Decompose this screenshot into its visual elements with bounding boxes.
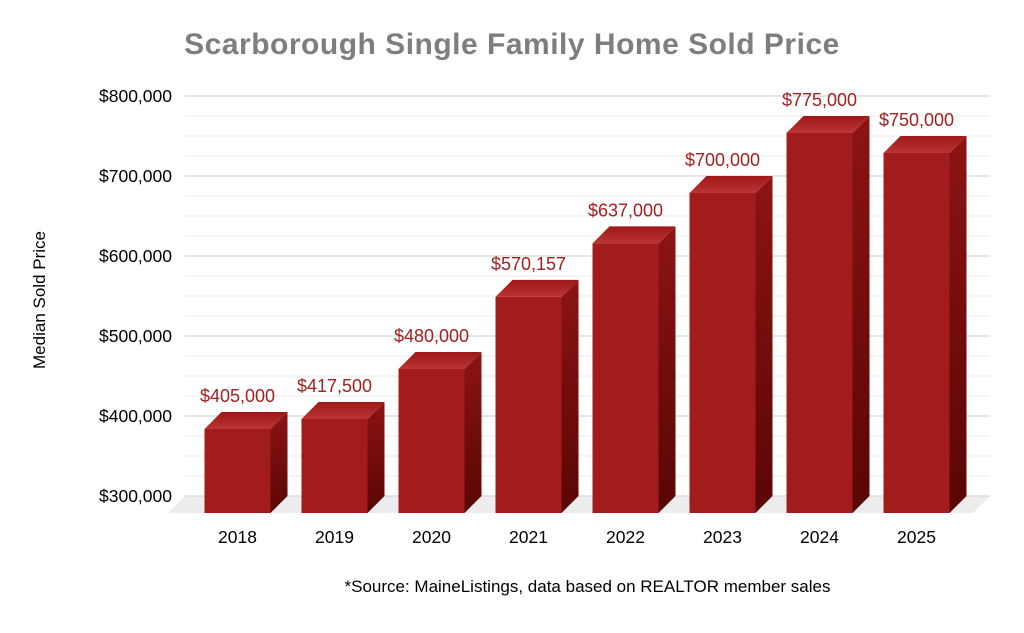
bar-top-face bbox=[786, 116, 870, 133]
bar-front-face bbox=[883, 153, 950, 513]
bar-2018 bbox=[204, 412, 288, 513]
y-tick-label: $600,000 bbox=[99, 246, 172, 266]
bar-2019 bbox=[301, 402, 385, 513]
bar-value-label: $417,500 bbox=[297, 376, 372, 396]
bar-top-face bbox=[883, 136, 967, 153]
x-axis-label-2024: 2024 bbox=[800, 527, 839, 547]
bar-side-face bbox=[658, 226, 676, 513]
bar-2024 bbox=[786, 116, 870, 513]
bar-side-face bbox=[367, 402, 385, 513]
bar-2021 bbox=[495, 279, 579, 513]
source-note: *Source: MaineListings, data based on RE… bbox=[344, 577, 831, 596]
bar-top-face bbox=[301, 402, 385, 419]
x-axis-label-2019: 2019 bbox=[315, 527, 354, 547]
bar-front-face bbox=[204, 429, 271, 513]
x-axis-label-2018: 2018 bbox=[218, 527, 257, 547]
bar-top-face bbox=[398, 352, 482, 369]
x-axis-label-2020: 2020 bbox=[412, 527, 451, 547]
y-tick-label: $700,000 bbox=[99, 166, 172, 186]
bar-side-face bbox=[464, 352, 482, 513]
bar-value-label: $700,000 bbox=[685, 150, 760, 170]
bar-2020 bbox=[398, 352, 482, 513]
bar-top-face bbox=[495, 279, 579, 297]
bar-front-face bbox=[689, 193, 756, 513]
y-tick-label: $800,000 bbox=[99, 86, 172, 106]
chart-title: Scarborough Single Family Home Sold Pric… bbox=[184, 28, 840, 61]
bar-value-label: $405,000 bbox=[200, 386, 275, 406]
bar-front-face bbox=[301, 419, 368, 513]
bar-top-face bbox=[592, 226, 676, 244]
bar-value-label: $775,000 bbox=[782, 90, 857, 110]
y-tick-label: $400,000 bbox=[99, 406, 172, 426]
bar-value-label: $570,157 bbox=[491, 254, 566, 274]
y-axis-tick-labels: $300,000 $400,000 $500,000 $600,000 $700,000… bbox=[99, 86, 172, 506]
bar-front-face bbox=[398, 369, 465, 513]
x-axis-label-2023: 2023 bbox=[703, 527, 742, 547]
bar-top-face bbox=[204, 412, 288, 429]
y-tick-label: $300,000 bbox=[99, 486, 172, 506]
x-axis-label-2021: 2021 bbox=[509, 527, 548, 547]
bar-side-face bbox=[852, 116, 870, 513]
bar-2022 bbox=[592, 226, 676, 513]
bar-2025 bbox=[883, 136, 967, 513]
bar-side-face bbox=[561, 279, 579, 513]
bar-top-face bbox=[689, 176, 773, 193]
bar-side-face bbox=[755, 176, 773, 513]
bar-value-label: $637,000 bbox=[588, 200, 663, 220]
bar-front-face bbox=[786, 133, 853, 513]
bar-side-face bbox=[270, 412, 288, 513]
bar-front-face bbox=[592, 243, 659, 513]
bar-value-label: $480,000 bbox=[394, 326, 469, 346]
x-axis-label-2022: 2022 bbox=[606, 527, 645, 547]
bar-side-face bbox=[949, 136, 967, 513]
bar-2023 bbox=[689, 176, 773, 513]
x-axis-label-2025: 2025 bbox=[897, 527, 936, 547]
bar-value-label: $750,000 bbox=[879, 110, 954, 130]
bar-front-face bbox=[495, 296, 562, 513]
y-tick-label: $500,000 bbox=[99, 326, 172, 346]
